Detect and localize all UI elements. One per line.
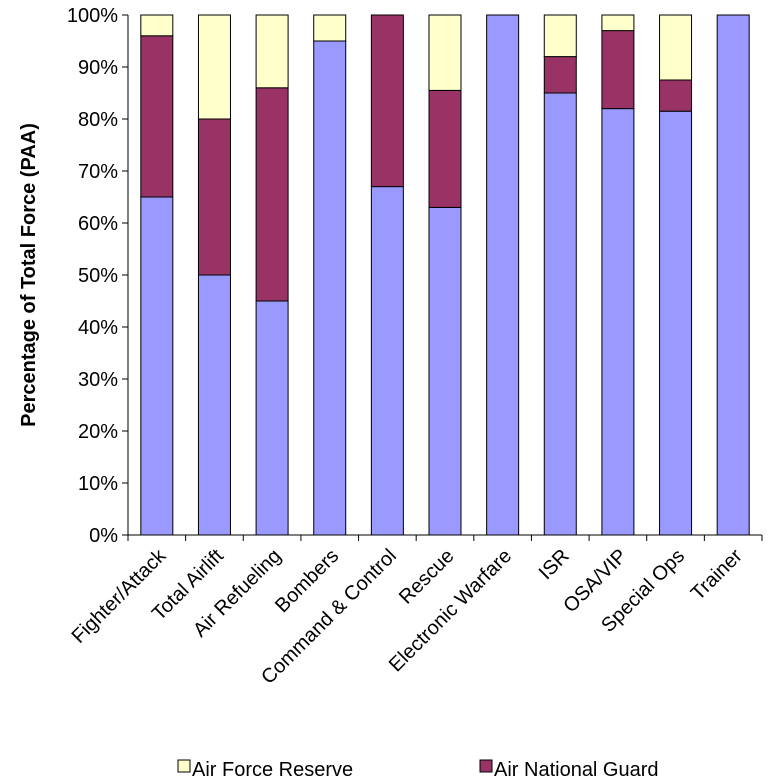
y-tick-label: 90%: [78, 57, 118, 79]
y-tick-label: 10%: [78, 473, 118, 495]
bar-segment: [255, 87, 289, 302]
legend-label: Air National Guard: [494, 759, 659, 781]
bar-segment: [543, 56, 577, 94]
bar-segment: [486, 14, 520, 536]
bar-segment: [313, 40, 347, 536]
bar-segment: [428, 89, 462, 208]
bar-segment: [659, 14, 693, 81]
y-tick-label: 30%: [78, 369, 118, 391]
bar-segment: [313, 14, 347, 42]
bar-segment: [659, 79, 693, 112]
y-tick-label: 70%: [78, 161, 118, 183]
bar-segment: [543, 92, 577, 536]
bar-segment: [140, 196, 174, 536]
bar-segment: [197, 118, 231, 276]
y-tick-label: 100%: [67, 5, 118, 27]
bar-segment: [601, 14, 635, 32]
bars: [140, 14, 750, 536]
bar-segment: [428, 14, 462, 91]
bar-segment: [140, 35, 174, 198]
bar-segment: [601, 108, 635, 536]
bar-segment: [255, 300, 289, 536]
y-tick-label: 80%: [78, 109, 118, 131]
bar-segment: [543, 14, 577, 58]
bar-segment: [370, 186, 404, 536]
y-tick-label: 0%: [89, 525, 118, 547]
bar-segment: [659, 110, 693, 536]
legend: Air Force Reserve Air National Guard: [177, 759, 659, 781]
bar-segment: [140, 14, 174, 37]
y-axis: 0% 10% 20% 30% 40% 50% 60% 70% 80% 90% 100%: [67, 5, 129, 547]
legend-swatch: [479, 759, 493, 773]
y-tick-label: 20%: [78, 421, 118, 443]
legend-label: Air Force Reserve: [192, 759, 353, 781]
y-tick-label: 50%: [78, 265, 118, 287]
bar-segment: [428, 206, 462, 536]
y-tick-label: 40%: [78, 317, 118, 339]
legend-swatch: [177, 759, 191, 773]
bar-segment: [197, 14, 231, 120]
bar-segment: [370, 14, 404, 188]
y-tick-label: 60%: [78, 213, 118, 235]
category-label: Fighter/Attack: [68, 544, 172, 648]
bar-segment: [601, 30, 635, 110]
bar-segment: [716, 14, 750, 536]
category-label: ISR: [535, 545, 574, 584]
y-axis-title: Percentage of Total Force (PAA): [18, 123, 40, 427]
category-label: Trainer: [687, 545, 747, 605]
bar-segment: [197, 274, 231, 536]
bar-segment: [255, 14, 289, 89]
